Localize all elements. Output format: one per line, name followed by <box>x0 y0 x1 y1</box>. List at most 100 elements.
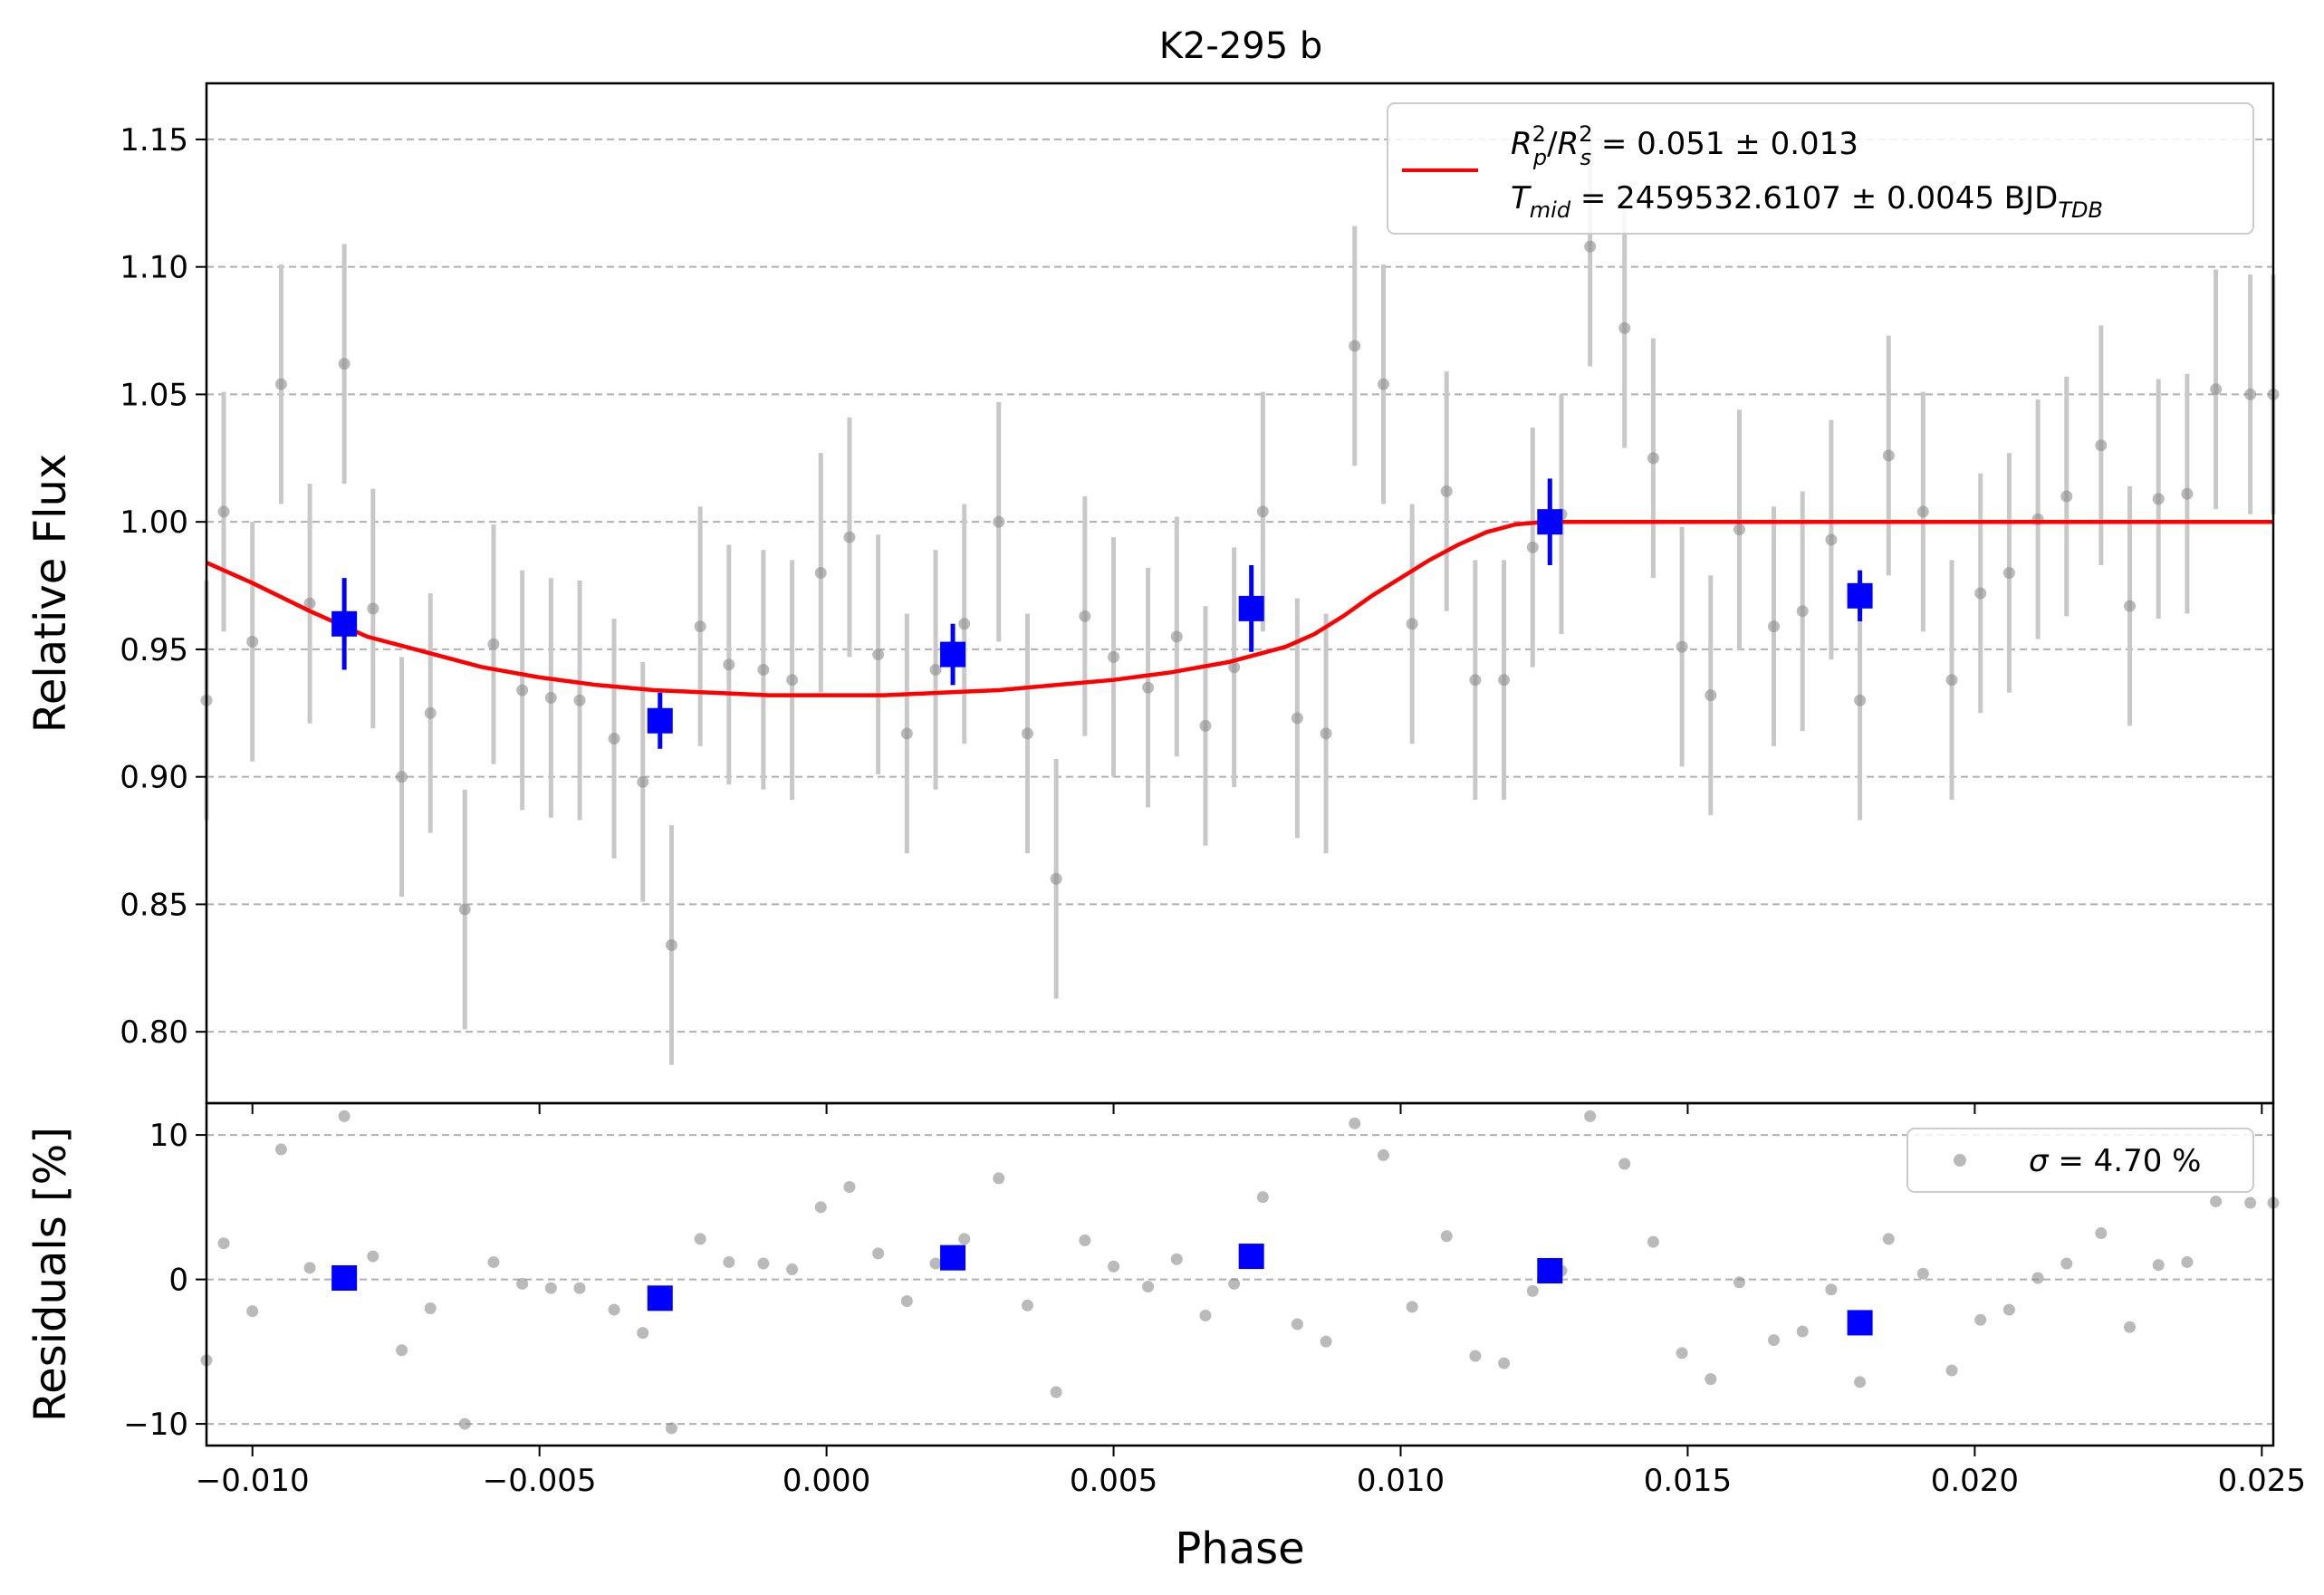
residual-point <box>2060 1257 2073 1270</box>
residual-point <box>1647 1235 1659 1248</box>
residual-point <box>2031 1272 2044 1284</box>
flux-point <box>757 663 770 676</box>
legend-mid-time: Tmid = 2459532.6107 ± 0.0045 BJDTDB <box>1511 180 2103 223</box>
flux-point <box>246 635 259 648</box>
flux-point <box>1170 630 1183 643</box>
y-tick-label: 0 <box>168 1263 188 1299</box>
model-curve <box>206 519 2273 697</box>
flux-point <box>2060 490 2073 503</box>
residual-point <box>1320 1335 1332 1348</box>
flux-point <box>1916 505 1929 518</box>
binned-flux-point <box>1537 509 1563 535</box>
legend-sigma: σ = 4.70 % <box>2029 1143 2201 1179</box>
residual-point <box>1526 1284 1539 1297</box>
residuals-y-ticks: −10 0 10 <box>123 1118 206 1443</box>
flux-panel: 0.80 0.85 0.90 0.95 1.00 1.05 1.10 1.15 Relativ… <box>25 82 2280 1114</box>
flux-point <box>2095 439 2108 452</box>
binned-residual-point <box>1847 1310 1873 1336</box>
residual-point <box>1916 1267 1929 1280</box>
flux-point <box>929 663 942 676</box>
flux-point <box>1526 541 1539 553</box>
residual-point <box>1256 1191 1269 1204</box>
residuals-panel-frame <box>205 1101 2275 1447</box>
residual-point <box>694 1233 706 1245</box>
flux-point <box>1796 605 1809 618</box>
binned-flux-point <box>331 610 358 637</box>
binned-residual-point <box>331 1264 358 1291</box>
flux-point <box>843 531 856 543</box>
flux-point <box>786 674 799 687</box>
residual-point <box>2244 1196 2257 1209</box>
residual-point <box>900 1295 913 1308</box>
residual-point <box>872 1247 885 1260</box>
transit-model <box>206 519 2273 697</box>
flux-point <box>1440 485 1453 497</box>
residual-point <box>1584 1110 1597 1122</box>
residual-point <box>1170 1253 1183 1265</box>
flux-binned-points <box>331 478 1873 749</box>
flux-point <box>1676 640 1688 653</box>
residual-point <box>424 1302 437 1314</box>
flux-point <box>274 378 287 390</box>
residual-point <box>303 1262 316 1274</box>
residual-point <box>1079 1235 1091 1247</box>
flux-point <box>487 638 500 650</box>
residual-point <box>1676 1347 1688 1360</box>
residuals-legend-box <box>1906 1128 2254 1193</box>
residual-point <box>1228 1277 1241 1290</box>
residual-point <box>544 1282 557 1294</box>
flux-point <box>1768 620 1781 633</box>
residual-point <box>1440 1230 1453 1243</box>
residual-point <box>1050 1386 1062 1398</box>
flux-point <box>1349 340 1361 352</box>
flux-point <box>814 566 827 579</box>
residual-point <box>516 1277 529 1290</box>
binned-flux-point <box>1847 582 1873 609</box>
flux-point <box>1882 449 1895 462</box>
residual-point <box>958 1233 971 1245</box>
flux-point <box>872 649 885 661</box>
binned-flux-point <box>647 707 673 734</box>
x-tick-label: −0.010 <box>196 1463 310 1499</box>
chart-title: K2-295 b <box>1159 25 1323 67</box>
residual-point <box>2210 1195 2223 1207</box>
residuals-panel: −10 0 10 −0.010 −0.005 0.000 0.005 0.010 0.015 0… <box>25 1101 2306 1574</box>
residual-point <box>814 1201 827 1214</box>
residual-point <box>2152 1259 2165 1272</box>
flux-point <box>573 694 586 706</box>
residual-point <box>1733 1276 1745 1289</box>
x-tick-label: 0.025 <box>2218 1463 2306 1499</box>
residual-point <box>2124 1321 2137 1333</box>
residual-point <box>1142 1281 1155 1293</box>
residual-point <box>993 1172 1005 1185</box>
flux-point <box>458 903 471 916</box>
flux-point <box>1469 674 1482 687</box>
residuals-binned-points <box>331 1244 1873 1336</box>
residual-point <box>1768 1334 1781 1347</box>
flux-point <box>1021 727 1033 740</box>
residual-point <box>843 1181 856 1194</box>
flux-point <box>1079 610 1091 622</box>
flux-point <box>694 620 706 633</box>
residual-point <box>367 1250 379 1263</box>
x-tick-label: −0.005 <box>483 1463 597 1499</box>
residual-point <box>723 1255 735 1268</box>
residual-point <box>1945 1364 1958 1377</box>
residual-point <box>1108 1260 1120 1273</box>
flux-point <box>367 602 379 615</box>
flux-point <box>1291 712 1303 725</box>
residual-point <box>1406 1301 1418 1313</box>
flux-point <box>2181 487 2194 500</box>
residuals-x-ticks: −0.010 −0.005 0.000 0.005 0.010 0.015 0.020 0.0… <box>196 1446 2306 1499</box>
residual-point <box>665 1422 677 1435</box>
flux-point <box>1050 872 1062 885</box>
flux-data-points <box>200 240 2280 951</box>
x-tick-label: 0.020 <box>1931 1463 2019 1499</box>
flux-point <box>1647 452 1659 465</box>
residual-point <box>458 1417 471 1430</box>
flux-point <box>1705 689 1717 702</box>
flux-point <box>723 658 735 671</box>
y-tick-label: 0.90 <box>120 760 188 796</box>
binned-residual-point <box>647 1285 673 1312</box>
